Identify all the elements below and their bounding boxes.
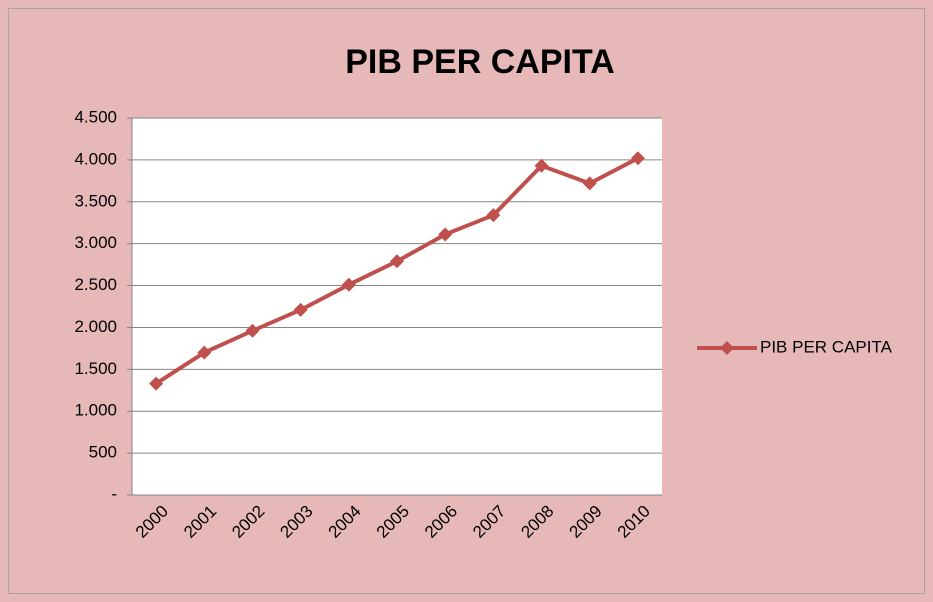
marker xyxy=(582,176,597,191)
y-tick-label: 3.500 xyxy=(74,191,117,210)
marker xyxy=(486,208,501,223)
chart-title: PIB PER CAPITA xyxy=(345,43,615,81)
y-tick-label: 4.500 xyxy=(74,107,117,126)
marker xyxy=(341,277,356,292)
y-tick-label: 500 xyxy=(89,443,117,462)
plot-area xyxy=(132,118,662,495)
y-tick-label: 4.000 xyxy=(74,149,117,168)
y-tick-label: - xyxy=(111,484,117,503)
marker xyxy=(149,376,164,391)
marker xyxy=(245,323,260,338)
marker xyxy=(197,345,212,360)
marker xyxy=(630,151,645,166)
y-tick-label: 1.500 xyxy=(74,359,117,378)
y-tick-label: 2.000 xyxy=(74,317,117,336)
y-tick-label: 2.500 xyxy=(74,275,117,294)
legend-marker xyxy=(720,341,734,355)
chart-border xyxy=(8,8,925,594)
marker xyxy=(293,302,308,317)
marker xyxy=(438,227,453,242)
legend-label: PIB PER CAPITA xyxy=(760,337,893,356)
y-tick-label: 1.000 xyxy=(74,401,117,420)
marker xyxy=(390,254,404,269)
y-tick-label: 3.000 xyxy=(74,233,117,252)
marker xyxy=(534,158,549,173)
